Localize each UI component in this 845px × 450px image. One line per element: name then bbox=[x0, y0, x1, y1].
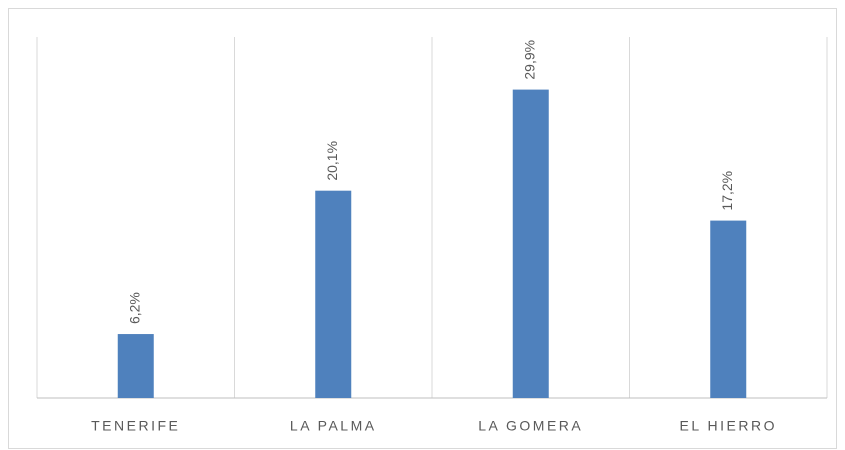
data-label: 17,2% bbox=[719, 171, 735, 211]
data-label: 20,1% bbox=[324, 141, 340, 181]
x-tick-label: LA GOMERA bbox=[478, 418, 583, 434]
bar bbox=[512, 89, 549, 399]
bar bbox=[117, 334, 154, 398]
bar bbox=[315, 190, 352, 398]
data-label: 6,2% bbox=[126, 292, 142, 324]
data-label: 29,9% bbox=[521, 40, 537, 80]
x-tick-label: LA PALMA bbox=[290, 418, 377, 434]
bar bbox=[710, 220, 747, 398]
x-tick-label: EL HIERRO bbox=[680, 418, 777, 434]
x-tick-label: TENERIFE bbox=[91, 418, 180, 434]
